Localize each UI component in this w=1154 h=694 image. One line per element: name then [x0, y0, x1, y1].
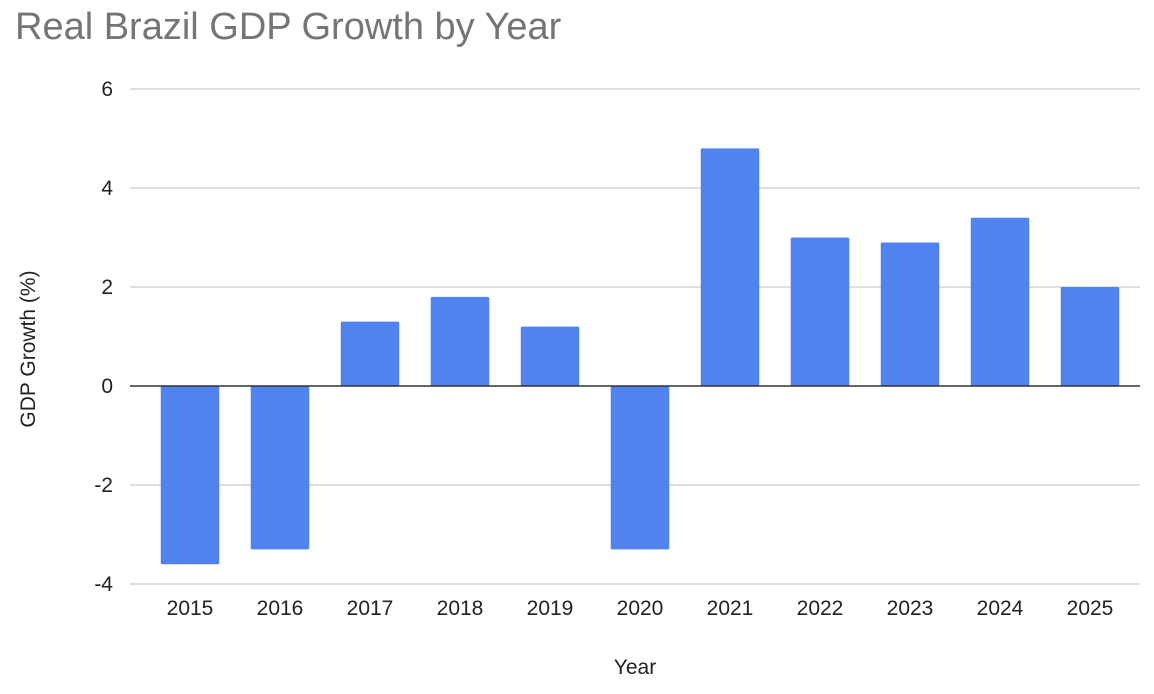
x-axis-ticks: 2015 2016 2017 2018 2019 2020 2021 2022 2023 2024…	[167, 597, 1114, 620]
x-tick-label: 2025	[1067, 597, 1114, 620]
bar-2024	[970, 217, 1030, 386]
x-tick-label: 2015	[167, 597, 214, 620]
y-tick-label: 4	[101, 177, 113, 200]
y-tick-label: -2	[94, 474, 113, 497]
y-axis-title: GDP Growth (%)	[17, 270, 40, 427]
x-tick-label: 2016	[257, 597, 304, 620]
y-tick-label: 0	[101, 375, 113, 398]
y-tick-label: 2	[101, 276, 113, 299]
bar-2019	[520, 326, 580, 386]
y-tick-label: -4	[94, 573, 113, 596]
bar-2016	[250, 386, 310, 550]
x-tick-label: 2019	[527, 597, 574, 620]
bars	[160, 148, 1120, 565]
bar-2018	[430, 296, 490, 386]
bar-2021	[700, 148, 760, 386]
bar-2017	[340, 321, 400, 386]
x-tick-label: 2021	[707, 597, 754, 620]
x-tick-label: 2022	[797, 597, 844, 620]
x-tick-label: 2023	[887, 597, 934, 620]
x-tick-label: 2017	[347, 597, 394, 620]
x-tick-label: 2018	[437, 597, 484, 620]
y-axis-ticks: 6 4 2 0 -2 -4	[94, 78, 113, 596]
bar-2015	[160, 386, 220, 565]
bar-2022	[790, 237, 850, 386]
bar-2020	[610, 386, 670, 550]
x-axis-title: Year	[614, 656, 656, 679]
bar-2023	[880, 242, 940, 386]
x-tick-label: 2020	[617, 597, 664, 620]
chart-title: Real Brazil GDP Growth by Year	[15, 6, 562, 48]
bar-2025	[1060, 287, 1120, 386]
y-tick-label: 6	[101, 78, 113, 101]
x-tick-label: 2024	[977, 597, 1024, 620]
